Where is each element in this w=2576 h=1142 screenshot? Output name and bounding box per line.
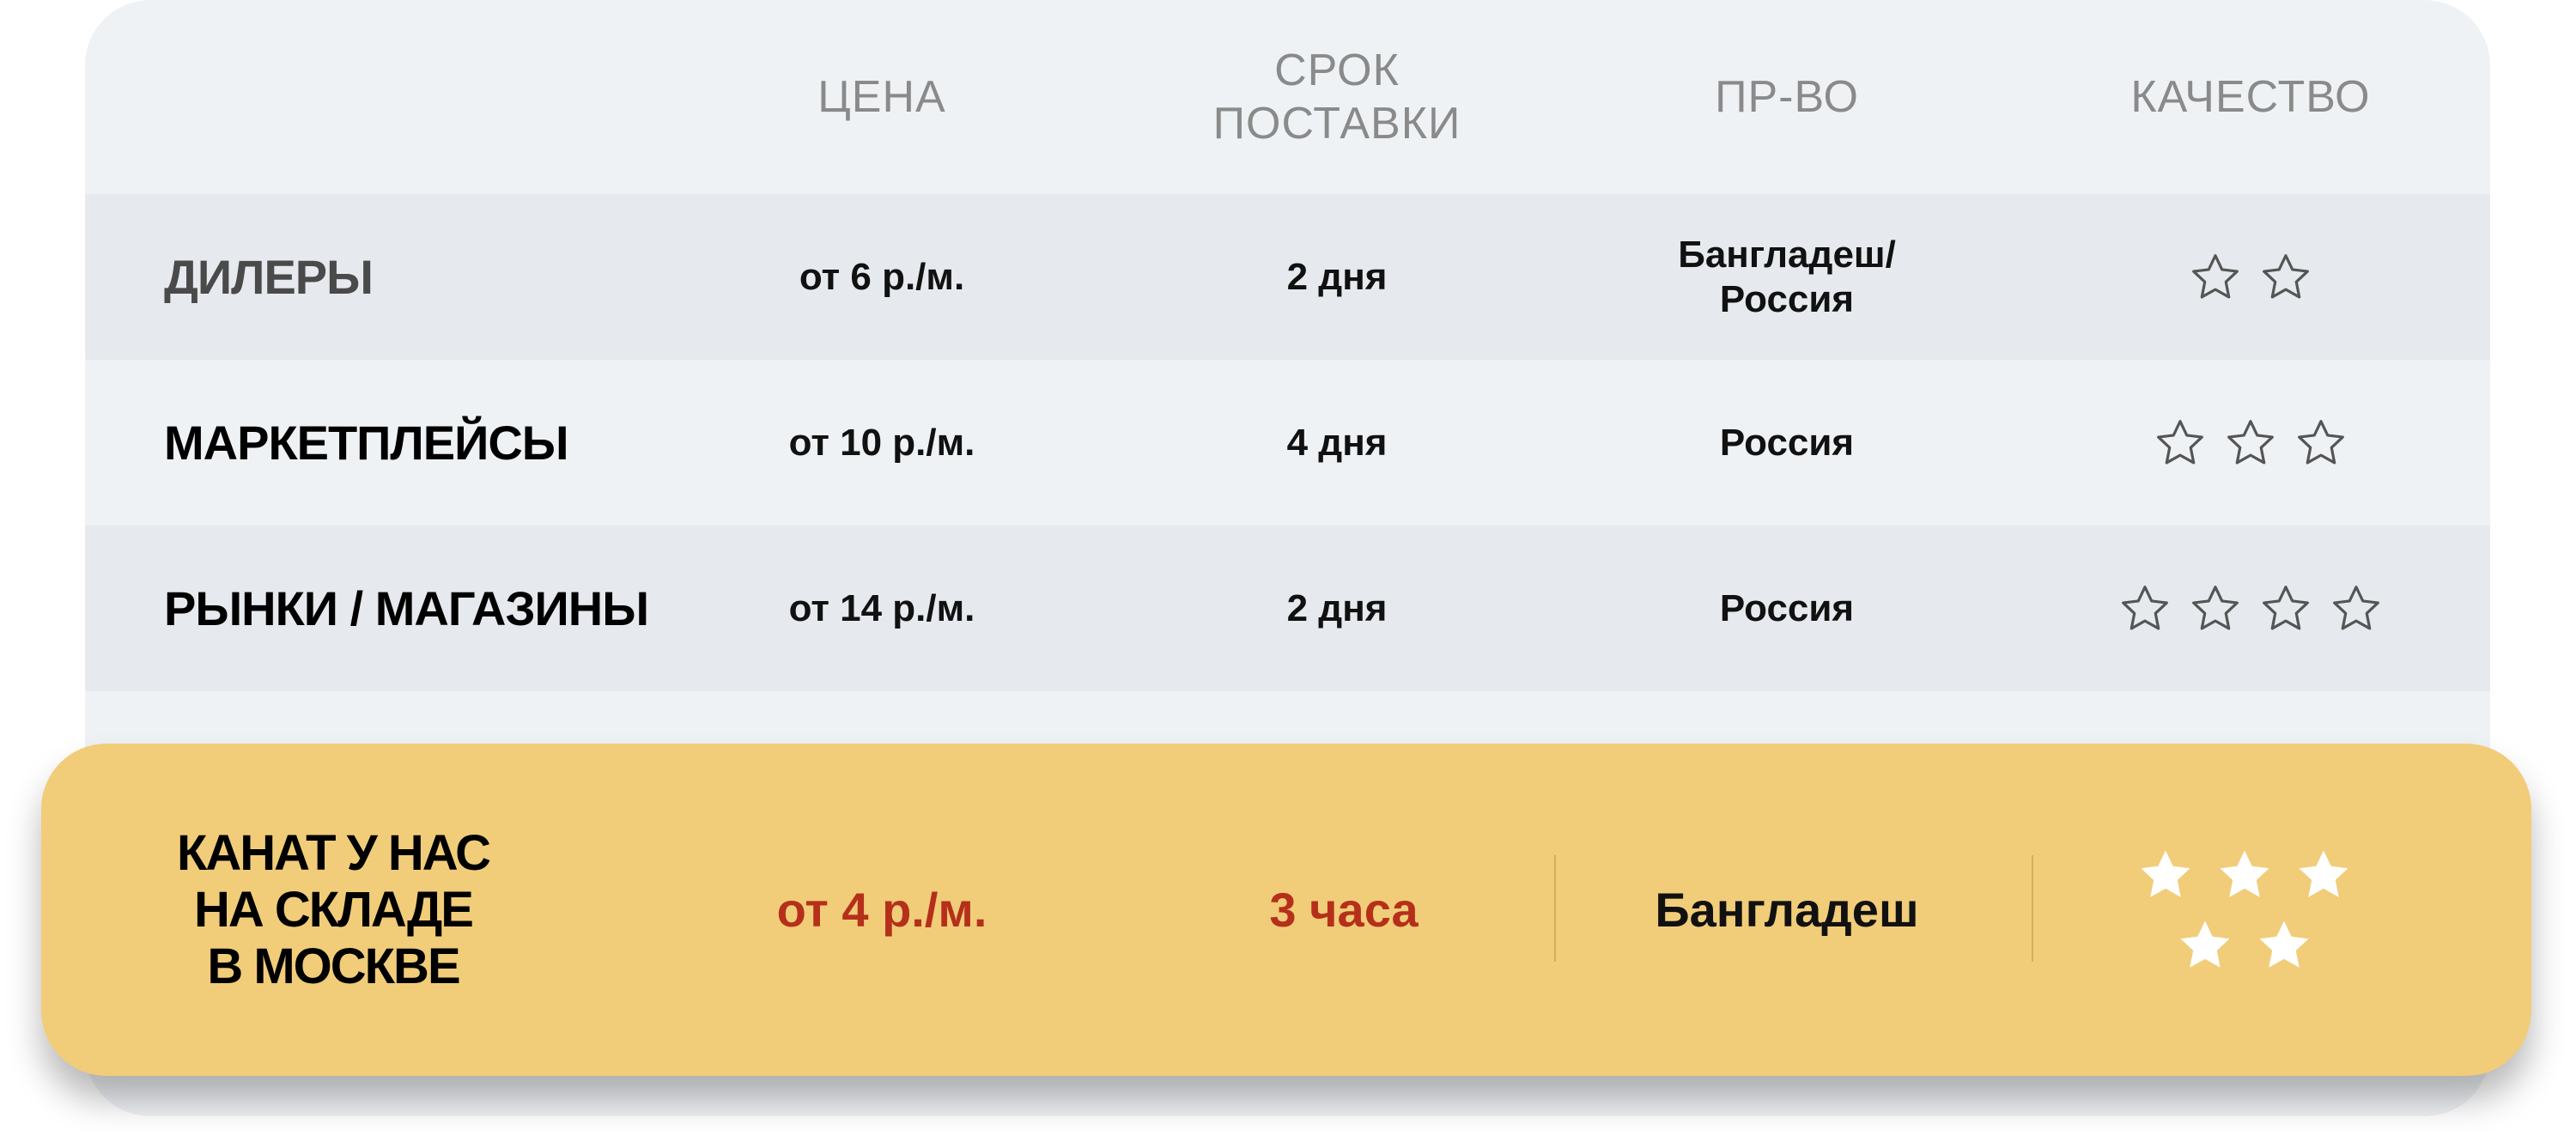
highlight-name: КАНАТ У НАС НА СКЛАДЕ В МОСКВЕ [161, 744, 505, 1076]
table-header: ЦЕНА СРОК ПОСТАВКИ ПР-ВО КАЧЕСТВО [85, 0, 2490, 194]
table-row: МАРКЕТПЛЕЙСЫ от 10 р./м. 4 дня Россия [85, 360, 2490, 525]
star-outline-icon [2333, 585, 2379, 630]
row-quality [2117, 525, 2384, 691]
row-price: от 6 р./м. [799, 255, 965, 298]
origin-line1: Бангладеш/ [1678, 233, 1896, 276]
origin-line2: Россия [1719, 277, 1855, 320]
row-quality [2153, 360, 2348, 525]
highlight-origin: Бангладеш [1655, 882, 1919, 937]
row-price: от 14 р./м. [788, 586, 975, 629]
row-quality [2188, 194, 2313, 360]
highlight-name-line1: КАНАТ У НАС [176, 824, 491, 881]
star-outline-icon [2263, 253, 2309, 299]
star-outline-icon [2192, 585, 2239, 630]
highlight-row: КАНАТ У НАС НА СКЛАДЕ В МОСКВЕ от 4 р./м… [41, 744, 2531, 1076]
star-filled-icon [2180, 920, 2230, 968]
header-origin: ПР-ВО [1715, 72, 1859, 122]
header-quality: КАЧЕСТВО [2130, 72, 2371, 122]
divider [1554, 855, 1556, 962]
highlight-quality [2129, 744, 2360, 1076]
row-delivery: 4 дня [1286, 421, 1388, 464]
star-outline-icon [2192, 253, 2239, 299]
row-name: ДИЛЕРЫ [164, 250, 374, 304]
star-filled-icon [2220, 850, 2269, 897]
row-origin: Россия [1719, 421, 1855, 464]
header-price: ЦЕНА [817, 72, 946, 122]
star-outline-icon [2227, 419, 2274, 465]
star-filled-icon [2299, 850, 2348, 897]
header-delivery-line2: ПОСТАВКИ [1212, 99, 1461, 149]
row-name: РЫНКИ / МАГАЗИНЫ [164, 581, 649, 635]
row-delivery: 2 дня [1286, 255, 1388, 298]
row-price: от 10 р./м. [788, 421, 975, 464]
highlight-delivery: 3 часа [1269, 882, 1419, 937]
row-delivery: 2 дня [1286, 586, 1388, 629]
star-outline-icon [2122, 585, 2168, 630]
star-outline-icon [2157, 419, 2203, 465]
table-row: ДИЛЕРЫ от 6 р./м. 2 дня Бангладеш/ Росси… [85, 194, 2490, 360]
header-delivery-line1: СРОК [1274, 46, 1400, 95]
highlight-name-line3: В МОСКВЕ [207, 938, 460, 994]
row-name: МАРКЕТПЛЕЙСЫ [164, 416, 569, 470]
row-origin: Бангладеш/ Россия [1678, 194, 1896, 360]
row-origin: Россия [1719, 586, 1855, 629]
divider [2032, 855, 2033, 962]
table-row: РЫНКИ / МАГАЗИНЫ от 14 р./м. 2 дня Росси… [85, 525, 2490, 691]
header-delivery: СРОК ПОСТАВКИ [1213, 0, 1461, 194]
star-filled-icon [2259, 920, 2309, 968]
star-outline-icon [2298, 419, 2344, 465]
star-filled-icon [2141, 850, 2190, 897]
highlight-name-line2: НА СКЛАДЕ [194, 881, 474, 938]
star-outline-icon [2263, 585, 2309, 630]
highlight-price: от 4 р./м. [776, 882, 987, 937]
